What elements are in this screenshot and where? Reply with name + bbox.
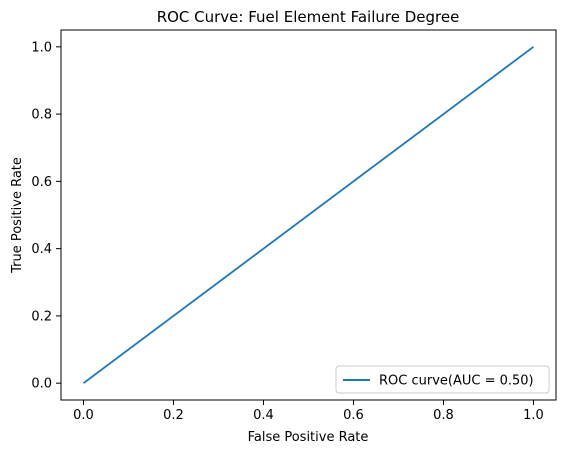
plot-area <box>60 29 557 401</box>
y-tick-label: 0.8 <box>31 108 52 123</box>
roc-curve-line <box>82 46 535 384</box>
x-tick-label: 0.6 <box>343 408 364 423</box>
y-tick-label: 0.4 <box>31 242 52 257</box>
x-tick-label: 0.2 <box>163 408 184 423</box>
x-axis-ticks: 0.0 0.2 0.4 0.6 0.8 1.0 <box>73 400 544 423</box>
series-layer <box>82 46 535 384</box>
y-tick-label: 0.0 <box>31 377 52 392</box>
legend-frame <box>335 365 550 394</box>
chart-title: ROC Curve: Fuel Element Failure Degree <box>157 8 460 26</box>
y-tick-label: 1.0 <box>31 40 52 55</box>
x-tick-label: 0.8 <box>433 408 454 423</box>
y-tick-label: 0.6 <box>31 175 52 190</box>
legend: ROC curve(AUC = 0.50) <box>335 365 550 394</box>
x-tick-label: 0.4 <box>253 408 274 423</box>
y-axis-label: True Positive Rate <box>10 157 25 274</box>
x-tick-label: 0.0 <box>73 408 94 423</box>
x-tick-label: 1.0 <box>523 408 544 423</box>
y-axis-ticks: 0.0 0.2 0.4 0.6 0.8 1.0 <box>31 40 61 392</box>
x-axis-label: False Positive Rate <box>248 430 369 445</box>
legend-label: ROC curve(AUC = 0.50) <box>379 374 534 389</box>
y-tick-label: 0.2 <box>31 309 52 324</box>
